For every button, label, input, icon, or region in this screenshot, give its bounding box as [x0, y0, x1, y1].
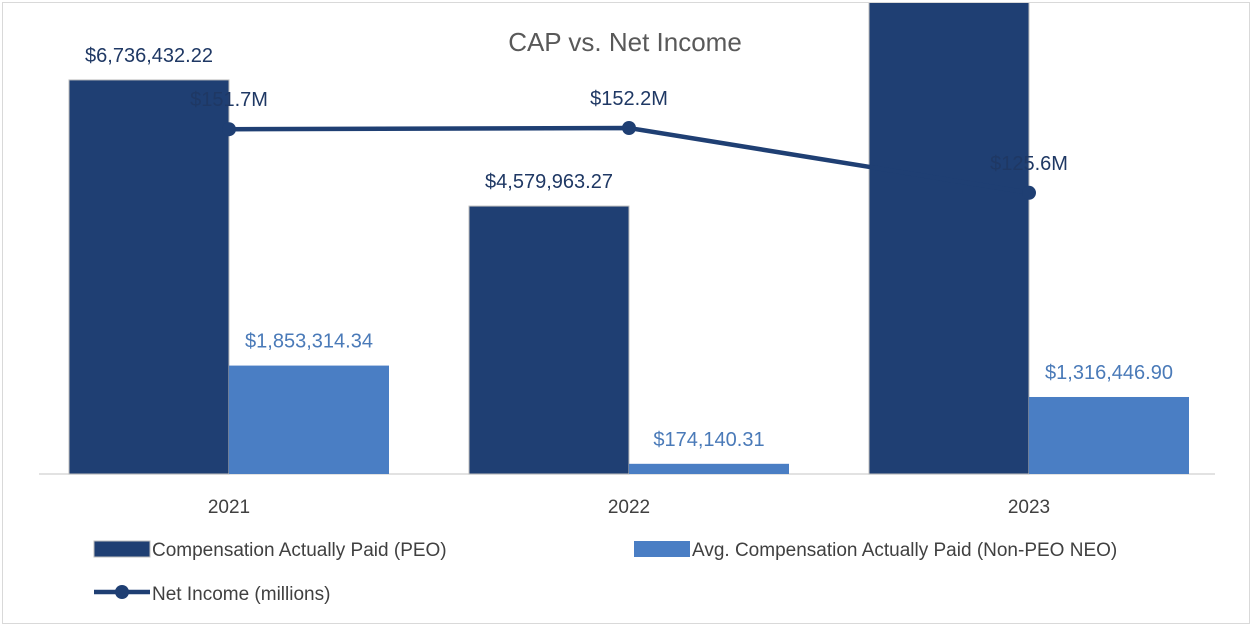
bar-group: [68, 3, 1189, 475]
x-tick-2023: 2023: [1008, 497, 1050, 518]
net-income-point-2022: [622, 121, 636, 135]
line-series-group: [222, 121, 1036, 200]
net-income-point-2021: [222, 122, 236, 137]
bar-neo-2021: [229, 365, 389, 474]
bar-peo-2021: [68, 79, 230, 475]
chart-title: CAP vs. Net Income: [508, 27, 742, 57]
legend: Compensation Actually Paid (PEO) Avg. Com…: [93, 540, 1117, 605]
data-label-neo-2023: $1,316,446.90: [1045, 362, 1173, 384]
legend-label-neo: Avg. Compensation Actually Paid (Non-PEO…: [692, 540, 1117, 561]
data-label-neo-2021: $1,853,314.34: [245, 331, 373, 353]
data-label-peo-2021: $6,736,432.22: [85, 45, 213, 67]
legend-swatch-neo: [634, 541, 690, 557]
legend-swatch-marker: [115, 585, 129, 599]
bar-neo-2022: [629, 463, 789, 474]
chart-frame: CAP vs. Net Income $6,736,432.22 $1,853,3…: [2, 2, 1250, 624]
net-income-point-2023: [1022, 185, 1036, 200]
data-label-neo-2022: $174,140.31: [653, 429, 764, 451]
data-label-net-income-2022: $152.2M: [590, 88, 668, 110]
legend-label-net-income: Net Income (millions): [152, 584, 330, 605]
bar-neo-2023: [1029, 396, 1189, 474]
bar-peo-2023: [868, 3, 1030, 475]
data-label-net-income-2021: $151.7M: [190, 89, 268, 111]
data-label-peo-2022: $4,579,963.27: [485, 171, 613, 193]
bar-peo-2022: [468, 205, 630, 475]
x-tick-2022: 2022: [608, 497, 650, 518]
legend-swatch-peo: [93, 540, 151, 558]
data-label-net-income-2023: $125.6M: [990, 153, 1068, 175]
data-label-group: $6,736,432.22 $1,853,314.34 $4,579,963.27 $…: [85, 45, 1173, 451]
legend-label-peo: Compensation Actually Paid (PEO): [152, 540, 447, 561]
x-tick-group: 2021 2022 2023: [208, 497, 1050, 518]
chart-svg: CAP vs. Net Income $6,736,432.22 $1,853,3…: [39, 3, 1215, 605]
x-tick-2021: 2021: [208, 497, 250, 518]
